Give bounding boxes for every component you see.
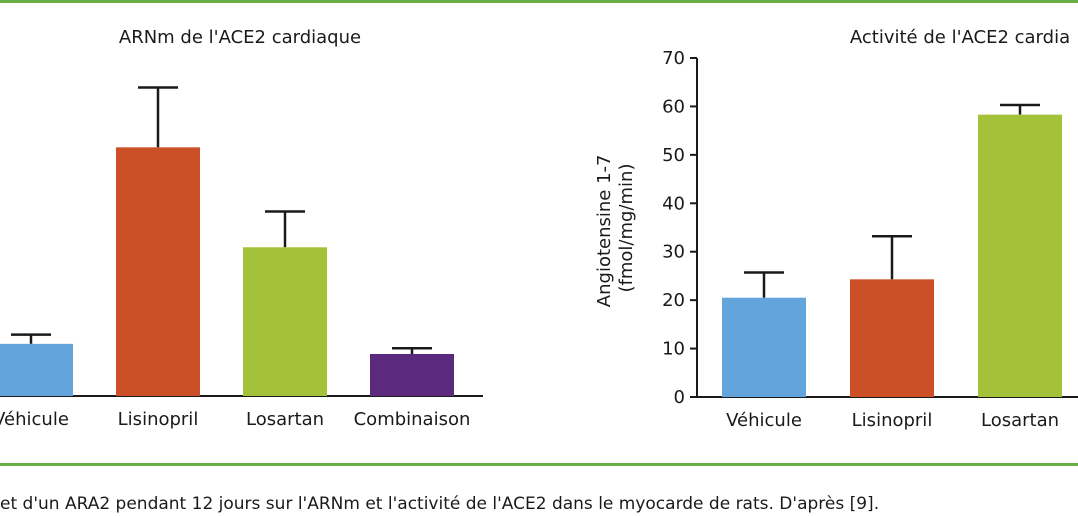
y-tick-label: 40 [662, 193, 685, 214]
y-tick-label: 20 [662, 290, 685, 311]
y-axis-label: Angiotensine 1-7 (fmol/mg/min) [594, 149, 637, 307]
x-tick-label: Véhicule [726, 410, 802, 431]
y-tick-label: 70 [662, 48, 685, 69]
y-tick-label: 50 [662, 145, 685, 166]
bar-lisinopril [850, 279, 934, 397]
y-axis-label-line: Angiotensine 1-7 [594, 155, 615, 308]
bar-losartan [978, 114, 1062, 397]
x-tick-label: Losartan [981, 410, 1059, 431]
x-tick-label: Lisinopril [118, 409, 199, 430]
chart-activite: Activité de l'ACE2 cardia Angiotensine 1… [594, 27, 1078, 431]
top-rule [0, 0, 1078, 3]
bar-losartan [243, 247, 327, 396]
y-tick-label: 60 [662, 96, 685, 117]
bar-véhicule [0, 343, 73, 396]
x-tick-label: Losartan [246, 409, 324, 430]
chart-title: ARNm de l'ACE2 cardiaque [119, 27, 361, 48]
chart-title: Activité de l'ACE2 cardia [850, 27, 1070, 48]
bar-lisinopril [116, 147, 200, 396]
bar-véhicule [722, 297, 806, 397]
y-tick-label: 30 [662, 242, 685, 263]
x-tick-label: Véhicule [0, 409, 69, 430]
chart-arnm: ARNm de l'ACE2 cardiaque Véhicule Lisinop… [0, 27, 483, 430]
y-tick-label: 0 [674, 387, 685, 408]
figure-caption: et d'un ARA2 pendant 12 jours sur l'ARNm… [0, 494, 880, 514]
y-axis-label-line: (fmol/mg/min) [616, 164, 637, 293]
y-tick-label: 10 [662, 339, 685, 360]
bottom-rule [0, 463, 1078, 466]
x-tick-label: Combinaison [354, 409, 471, 430]
x-tick-label: Lisinopril [852, 410, 933, 431]
bar-combinaison [370, 353, 454, 396]
